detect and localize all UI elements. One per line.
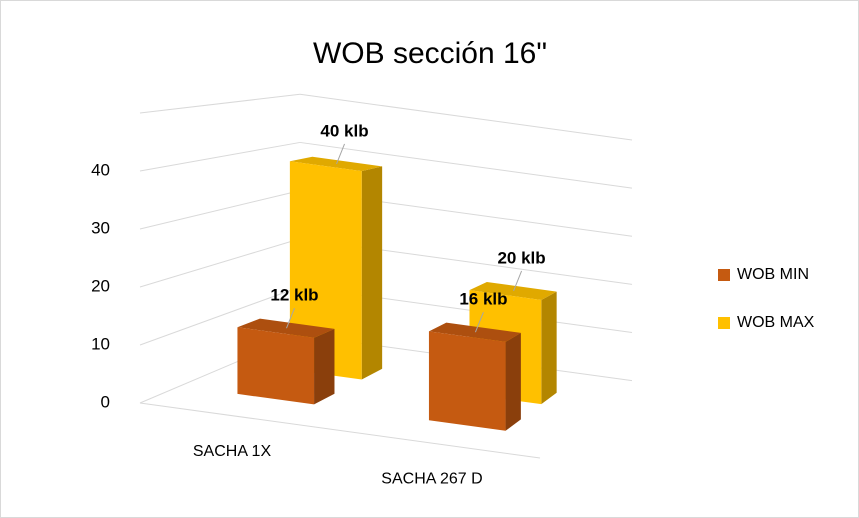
bar-top	[289, 156, 383, 172]
legend-swatch	[718, 317, 730, 329]
bar-top	[469, 281, 557, 301]
grid-line	[139, 93, 301, 114]
grid-line	[139, 238, 301, 288]
bar-side	[541, 291, 557, 405]
bar-front	[428, 331, 506, 431]
bar-top	[237, 318, 335, 338]
legend-label: WOB MIN	[737, 266, 809, 283]
bar	[428, 322, 521, 431]
bar-front	[289, 161, 362, 380]
bar-side	[361, 166, 383, 380]
bar-side	[314, 328, 335, 405]
bar	[289, 156, 383, 380]
y-tick-label: 10	[91, 334, 110, 353]
data-label: 40 klb	[320, 121, 368, 140]
grid-line	[139, 190, 301, 230]
grid-line	[299, 93, 633, 141]
leader-line	[286, 307, 295, 329]
data-label: 20 klb	[497, 248, 545, 267]
grid-line	[139, 141, 301, 172]
y-tick-label: 40	[91, 160, 110, 179]
y-tick-label: 30	[91, 218, 110, 237]
grid-line	[299, 141, 633, 189]
x-tick-label: SACHA 267 D	[381, 470, 482, 487]
bar	[237, 318, 335, 405]
legend-label: WOB MAX	[737, 314, 815, 331]
leader-line	[513, 270, 523, 292]
bar-side	[505, 332, 521, 431]
y-tick-label: 20	[91, 276, 110, 295]
leader-line	[474, 312, 484, 333]
data-label: 16 klb	[459, 290, 507, 309]
legend-swatch	[718, 269, 730, 281]
grid-line	[139, 286, 301, 346]
bar-front	[237, 327, 315, 405]
leader-line	[336, 143, 345, 165]
bar-top	[428, 322, 521, 342]
y-tick-label: 0	[101, 392, 110, 411]
x-tick-label: SACHA 1X	[193, 443, 272, 460]
data-label: 12 klb	[270, 286, 318, 305]
floor-edge	[139, 402, 541, 459]
chart-title: WOB sección 16"	[313, 37, 547, 70]
